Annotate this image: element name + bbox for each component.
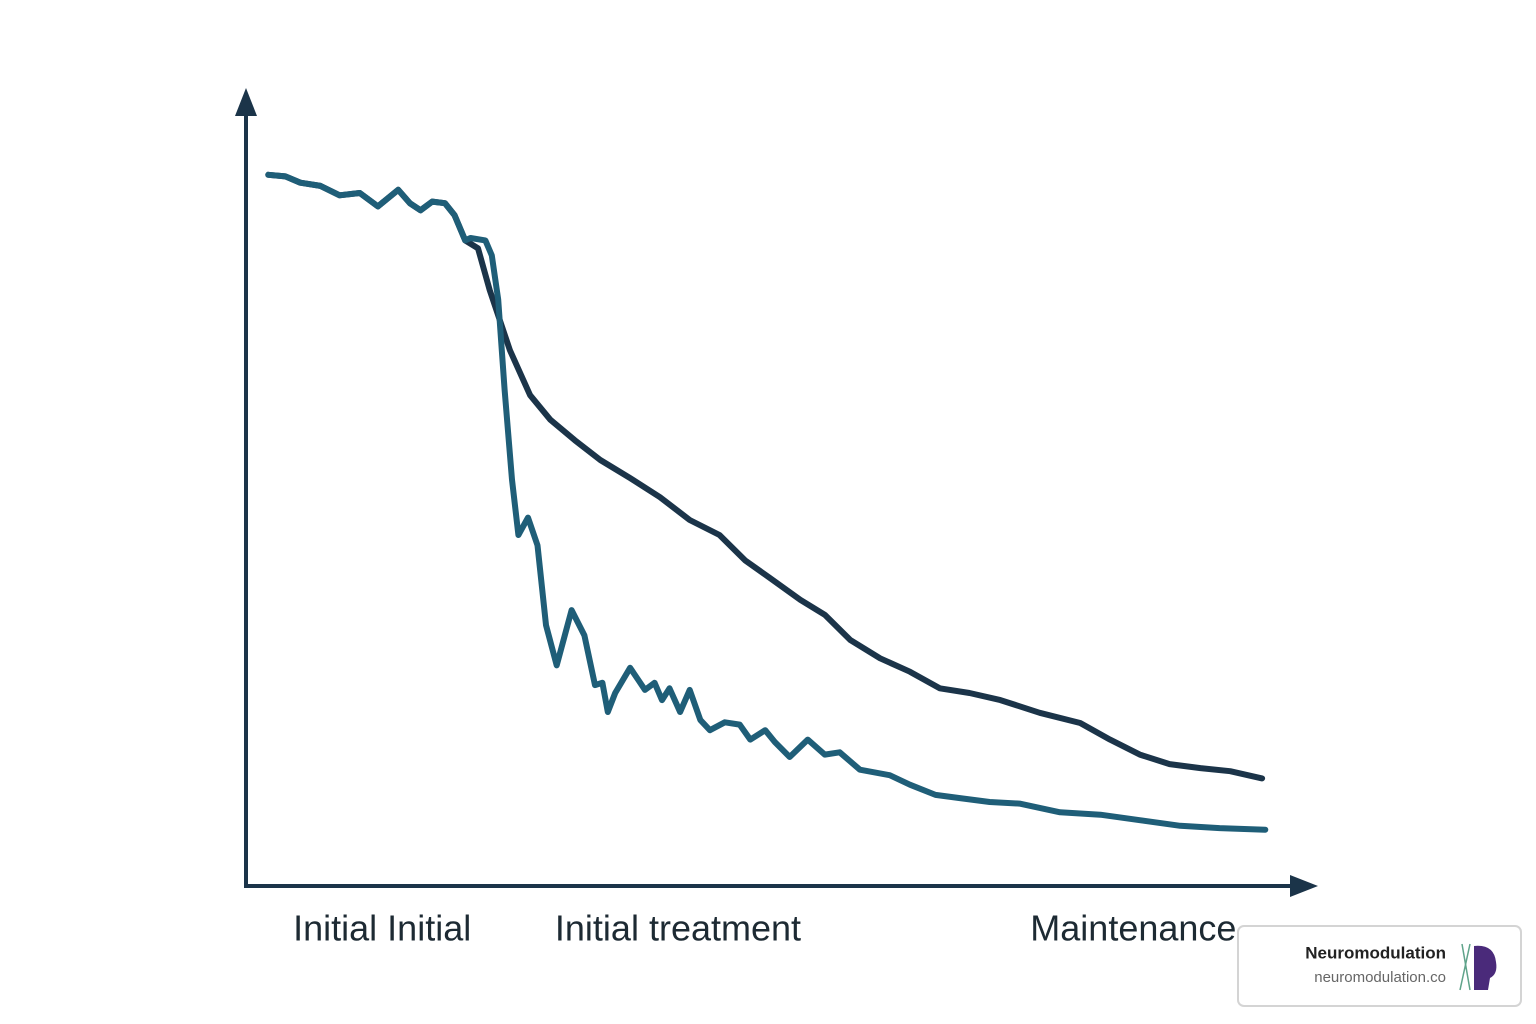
line	[265, 171, 1269, 833]
logo-line	[1459, 943, 1471, 991]
y-axis-arrow	[235, 88, 257, 116]
badge-url: neuromodulation.co	[1314, 969, 1446, 986]
badge-title: Neuromodulation	[1305, 943, 1446, 962]
x-tick-label: Initial treatment	[555, 908, 801, 949]
logo-line	[1461, 943, 1471, 991]
badge-logo-dots	[1459, 943, 1471, 991]
x-tick-label: Maintenance	[1030, 908, 1236, 949]
line	[265, 171, 1266, 782]
x-axis-arrow	[1290, 875, 1318, 897]
badge-box	[1237, 925, 1522, 1007]
axes	[244, 100, 1300, 888]
badge: Neuromodulation neuromodulation.co	[1237, 925, 1522, 1007]
badge-logo	[1474, 945, 1497, 990]
x-tick-label: Initial Initial	[293, 908, 471, 949]
